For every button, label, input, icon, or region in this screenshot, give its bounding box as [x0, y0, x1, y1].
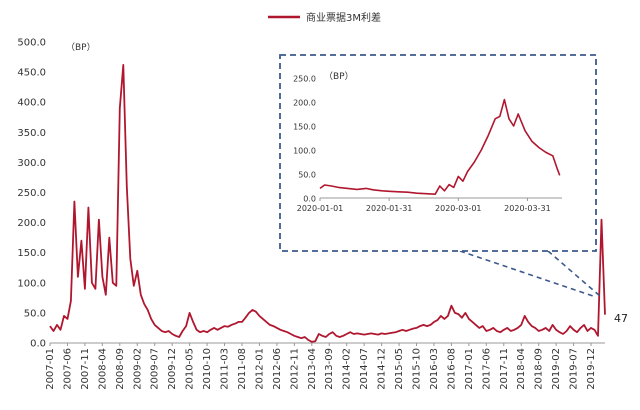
- main-x-tick-label: 2015-10: [412, 348, 423, 390]
- legend-label: 商业票据3M利差: [306, 11, 381, 24]
- main-x-tick-label: 2017-11: [499, 348, 510, 390]
- main-x-tick-label: 2014-12: [377, 348, 388, 390]
- inset-x-tick-label: 2020-01-01: [297, 204, 344, 213]
- main-x-axis: 2007-01 2007-06 2007-11 2008-04 2008-09 2009-…: [45, 343, 597, 390]
- inset-y-tick-label: 150.0: [293, 123, 316, 132]
- main-x-tick-label: 2019-02: [551, 348, 562, 390]
- zoom-connector-right: [547, 250, 601, 297]
- main-x-tick-label: 2007-01: [45, 348, 56, 390]
- main-unit-label: （BP）: [66, 42, 96, 53]
- main-x-tick-label: 2013-04: [307, 348, 318, 390]
- main-x-tick-label: 2009-02: [132, 348, 143, 390]
- main-x-tick-label: 2014-02: [342, 348, 353, 390]
- main-y-tick-label: 300.0: [17, 158, 46, 169]
- main-y-axis: 0.0 50.0 100.0 150.0 200.0 250.0 300.0 350.0 400…: [17, 38, 46, 350]
- main-x-tick-label: 2018-09: [534, 348, 545, 390]
- main-x-tick-label: 2016-03: [429, 348, 440, 390]
- main-y-tick-label: 500.0: [17, 38, 46, 49]
- main-x-tick-label: 2016-08: [446, 348, 457, 390]
- main-x-tick-label: 2009-12: [167, 348, 178, 390]
- main-x-tick-label: 2017-01: [464, 348, 475, 390]
- inset-y-tick-label: 100.0: [293, 147, 316, 156]
- main-x-tick-label: 2013-09: [324, 348, 335, 390]
- end-value-label: 47: [614, 312, 628, 325]
- main-x-tick-label: 2007-06: [62, 348, 73, 390]
- inset-y-tick-label: 200.0: [293, 99, 316, 108]
- inset-y-tick-label: 50.0: [298, 171, 316, 180]
- inset-y-tick-label: 250.0: [293, 75, 316, 84]
- inset-y-tick-label: 0.0: [303, 195, 316, 204]
- main-x-tick-label: 2012-11: [289, 348, 300, 390]
- main-x-tick-label: 2017-06: [481, 348, 492, 390]
- main-x-tick-label: 2010-05: [185, 348, 196, 390]
- main-x-tick-label: 2010-10: [202, 348, 213, 390]
- inset-unit-label: （BP）: [324, 71, 354, 82]
- zoom-connectors: [459, 250, 601, 297]
- main-x-tick-label: 2011-03: [220, 348, 231, 390]
- main-x-tick-label: 2012-06: [272, 348, 283, 390]
- main-y-tick-label: 150.0: [17, 248, 46, 259]
- main-y-tick-label: 350.0: [17, 128, 46, 139]
- zoom-connector-left: [459, 250, 594, 297]
- main-y-tick-label: 100.0: [17, 278, 46, 289]
- inset-x-tick-label: 2020-03-31: [504, 204, 551, 213]
- main-x-tick-label: 2014-07: [359, 348, 370, 390]
- main-y-tick-label: 50.0: [24, 308, 46, 319]
- main-x-tick-label: 2019-12: [586, 348, 597, 390]
- inset-x-tick-label: 2020-03-01: [435, 204, 482, 213]
- legend: 商业票据3M利差: [268, 11, 381, 24]
- main-x-tick-label: 2008-09: [115, 348, 126, 390]
- main-y-tick-label: 450.0: [17, 68, 46, 79]
- main-plot: （BP） 0.0 50.0 100.0 150.0 200.0 250.0 300.0 350…: [17, 38, 628, 390]
- main-y-tick-label: 250.0: [17, 188, 46, 199]
- main-x-tick-label: 2012-01: [254, 348, 265, 390]
- main-y-tick-label: 200.0: [17, 218, 46, 229]
- inset-y-axis: 0.0 50.0 100.0 150.0 200.0 250.0: [293, 75, 316, 204]
- inset-frame: [279, 54, 597, 252]
- inset-plot: （BP） 0.0 50.0 100.0 150.0 200.0 250.0 2020-01…: [279, 54, 597, 252]
- main-x-tick-label: 2018-04: [516, 348, 527, 390]
- main-x-tick-label: 2015-05: [394, 348, 405, 390]
- main-x-tick-label: 2011-08: [237, 348, 248, 390]
- main-y-tick-label: 0.0: [30, 339, 46, 350]
- main-x-tick-label: 2009-07: [150, 348, 161, 390]
- inset-series-line: [319, 98, 561, 195]
- main-y-tick-label: 400.0: [17, 98, 46, 109]
- inset-x-tick-label: 2020-01-31: [366, 204, 413, 213]
- main-x-tick-label: 2019-07: [569, 348, 580, 390]
- main-series-line: [49, 64, 606, 343]
- main-x-tick-label: 2008-04: [97, 348, 108, 390]
- main-x-tick-label: 2007-11: [80, 348, 91, 390]
